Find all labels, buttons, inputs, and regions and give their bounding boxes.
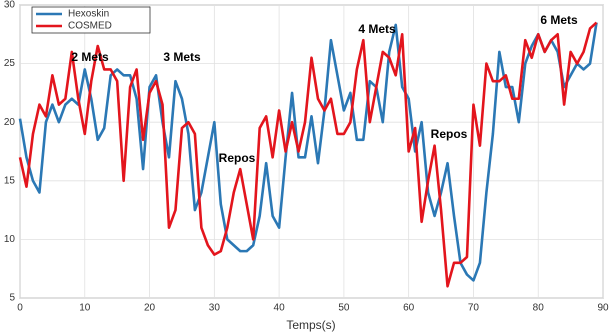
- x-tick-label: 80: [533, 303, 545, 314]
- legend-label: Hexoskin: [68, 9, 109, 20]
- x-tick-label: 40: [274, 303, 286, 314]
- y-tick-label: 5: [9, 293, 15, 304]
- x-tick-label: 20: [144, 303, 156, 314]
- y-tick-label: 25: [4, 58, 16, 69]
- annotation: 3 Mets: [163, 50, 201, 64]
- y-tick-label: 15: [4, 175, 16, 186]
- x-tick-label: 50: [338, 303, 350, 314]
- x-tick-label: 70: [468, 303, 480, 314]
- plot-area: [19, 4, 604, 299]
- x-tick-label: 60: [403, 303, 415, 314]
- annotation: Repos: [431, 127, 468, 141]
- series-line: [18, 21, 598, 288]
- series-line: [18, 22, 598, 282]
- y-tick-label: 10: [4, 234, 16, 245]
- annotation: 4 Mets: [358, 22, 396, 36]
- legend-label: COSMED: [68, 21, 112, 32]
- y-tick-label: 30: [4, 0, 16, 11]
- y-tick-label: 20: [4, 117, 16, 128]
- x-tick-label: 10: [79, 303, 91, 314]
- annotation: Repos: [219, 151, 256, 165]
- legend-box: [31, 6, 151, 34]
- x-tick-label: 30: [209, 303, 221, 314]
- x-tick-label: 0: [17, 303, 23, 314]
- annotation: 6 Mets: [540, 13, 578, 27]
- annotation: 2 Mets: [71, 50, 109, 64]
- x-axis-label: Temps(s): [286, 318, 335, 332]
- x-tick-label: 90: [597, 303, 609, 314]
